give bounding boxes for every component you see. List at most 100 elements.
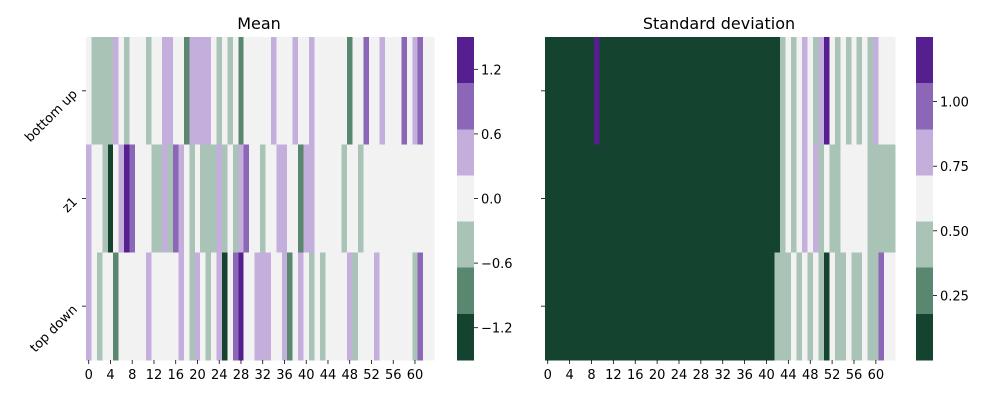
mean-cell-r1-c52 bbox=[368, 144, 375, 253]
std-cell-r2-c15 bbox=[627, 252, 633, 361]
std-colorbar: 1.00 0.75 0.50 0.25 bbox=[916, 37, 969, 361]
std-cell-r0-c21 bbox=[659, 37, 666, 146]
mean-cell-r0-c14 bbox=[162, 37, 168, 146]
mean-colorbar-tick-label: −1.2 bbox=[481, 322, 513, 337]
std-cell-r1-c61 bbox=[878, 144, 885, 253]
mean-cell-r1-c21 bbox=[200, 144, 206, 253]
std-cell-r2-c56 bbox=[851, 252, 858, 361]
mean-x-tick-label: 52 bbox=[363, 368, 380, 383]
std-cell-r0-c24 bbox=[676, 37, 683, 146]
std-x-tick-label: 56 bbox=[846, 368, 863, 383]
std-cell-r0-c0 bbox=[545, 37, 551, 146]
std-cell-r0-c44 bbox=[785, 37, 792, 146]
mean-cell-r2-c36 bbox=[281, 252, 288, 361]
mean-cell-r2-c60 bbox=[412, 252, 419, 361]
std-cell-r1-c1 bbox=[550, 144, 557, 253]
mean-cell-r2-c41 bbox=[308, 252, 315, 361]
mean-cell-r1-c26 bbox=[227, 144, 234, 253]
mean-cell-r2-c19 bbox=[189, 252, 196, 361]
std-cell-r2-c59 bbox=[867, 252, 874, 361]
std-cell-r1-c26 bbox=[687, 144, 694, 253]
mean-cell-r2-c23 bbox=[211, 252, 217, 361]
mean-cell-r1-c54 bbox=[379, 144, 386, 253]
std-cell-r1-c63 bbox=[889, 144, 896, 253]
std-cell-r1-c30 bbox=[709, 144, 715, 253]
std-cell-r0-c10 bbox=[599, 37, 606, 146]
row-label-top-down: top down bbox=[27, 302, 80, 355]
mean-cell-r2-c42 bbox=[314, 252, 321, 361]
mean-cell-r0-c18 bbox=[183, 37, 190, 146]
mean-cell-r2-c11 bbox=[145, 252, 152, 361]
mean-cell-r1-c44 bbox=[325, 144, 332, 253]
std-cell-r1-c11 bbox=[605, 144, 611, 253]
mean-cell-r0-c2 bbox=[96, 37, 103, 146]
mean-cell-r0-c13 bbox=[156, 37, 163, 146]
std-cell-r0-c51 bbox=[823, 37, 830, 146]
mean-cell-r1-c3 bbox=[102, 144, 109, 253]
mean-cell-r2-c50 bbox=[357, 252, 364, 361]
std-cell-r1-c36 bbox=[741, 144, 748, 253]
mean-cell-r0-c31 bbox=[254, 37, 261, 146]
mean-title: Mean bbox=[237, 14, 281, 33]
mean-cell-r1-c0 bbox=[86, 144, 92, 253]
std-cell-r0-c41 bbox=[769, 37, 776, 146]
std-heatmap-panel: Standard deviation 0 4 8 12 16 20 24 28 32 36 40 44… bbox=[541, 14, 969, 383]
std-cell-r2-c46 bbox=[796, 252, 803, 361]
mean-cell-r2-c46 bbox=[336, 252, 342, 361]
mean-cell-r1-c55 bbox=[385, 144, 391, 253]
mean-cell-r2-c32 bbox=[260, 252, 266, 361]
mean-cell-r1-c51 bbox=[363, 144, 370, 253]
mean-cell-r0-c28 bbox=[238, 37, 245, 146]
mean-cell-r0-c58 bbox=[401, 37, 408, 146]
std-cell-r2-c1 bbox=[550, 252, 557, 361]
mean-cell-r0-c62 bbox=[423, 37, 429, 146]
std-cell-r0-c54 bbox=[840, 37, 847, 146]
std-cell-r0-c13 bbox=[616, 37, 622, 146]
std-cell-r1-c25 bbox=[681, 144, 688, 253]
std-cell-r2-c50 bbox=[818, 252, 825, 361]
std-cell-r1-c60 bbox=[873, 144, 879, 253]
std-y-ticks bbox=[541, 90, 545, 307]
std-cell-r1-c12 bbox=[610, 144, 617, 253]
mean-cell-r1-c13 bbox=[156, 144, 163, 253]
std-cell-r1-c34 bbox=[730, 144, 737, 253]
std-cell-r1-c4 bbox=[566, 144, 573, 253]
std-cell-r2-c60 bbox=[873, 252, 879, 361]
mean-cell-r1-c61 bbox=[417, 144, 424, 253]
std-cell-r2-c48 bbox=[807, 252, 814, 361]
std-cell-r1-c58 bbox=[862, 144, 869, 253]
mean-cell-r1-c16 bbox=[173, 144, 179, 253]
std-cell-r1-c6 bbox=[577, 144, 584, 253]
mean-cell-r1-c19 bbox=[189, 144, 196, 253]
std-cell-r0-c5 bbox=[572, 37, 579, 146]
std-x-tick-label: 16 bbox=[627, 368, 644, 383]
mean-cell-r2-c0 bbox=[86, 252, 92, 361]
std-cell-r1-c41 bbox=[769, 144, 776, 253]
mean-cell-r0-c7 bbox=[124, 37, 130, 146]
std-cell-r0-c49 bbox=[812, 37, 819, 146]
std-cell-r0-c2 bbox=[555, 37, 562, 146]
mean-cell-r1-c40 bbox=[303, 144, 310, 253]
std-cell-r1-c10 bbox=[599, 144, 606, 253]
std-cell-r1-c17 bbox=[637, 144, 644, 253]
mean-cell-r0-c19 bbox=[189, 37, 196, 146]
std-cell-r0-c17 bbox=[637, 37, 644, 146]
std-title: Standard deviation bbox=[643, 14, 795, 33]
mean-cell-r2-c9 bbox=[134, 252, 141, 361]
mean-cell-r0-c61 bbox=[417, 37, 424, 146]
std-cell-r2-c4 bbox=[566, 252, 573, 361]
mean-cell-r1-c59 bbox=[406, 144, 413, 253]
std-cell-r0-c8 bbox=[588, 37, 595, 146]
mean-cell-r2-c13 bbox=[156, 252, 163, 361]
mean-cell-r1-c31 bbox=[254, 144, 261, 253]
mean-colorbar-tick-label: 0.6 bbox=[481, 128, 502, 143]
std-cell-r1-c32 bbox=[720, 144, 726, 253]
mean-colorbar-tick-label: 0.0 bbox=[481, 193, 502, 208]
mean-cell-r0-c48 bbox=[347, 37, 353, 146]
std-cell-r2-c28 bbox=[698, 252, 704, 361]
std-x-tick-label: 48 bbox=[802, 368, 819, 383]
std-cell-r1-c33 bbox=[725, 144, 732, 253]
mean-cell-r2-c55 bbox=[385, 252, 391, 361]
mean-cell-r1-c53 bbox=[374, 144, 380, 253]
std-cell-r2-c54 bbox=[840, 252, 847, 361]
